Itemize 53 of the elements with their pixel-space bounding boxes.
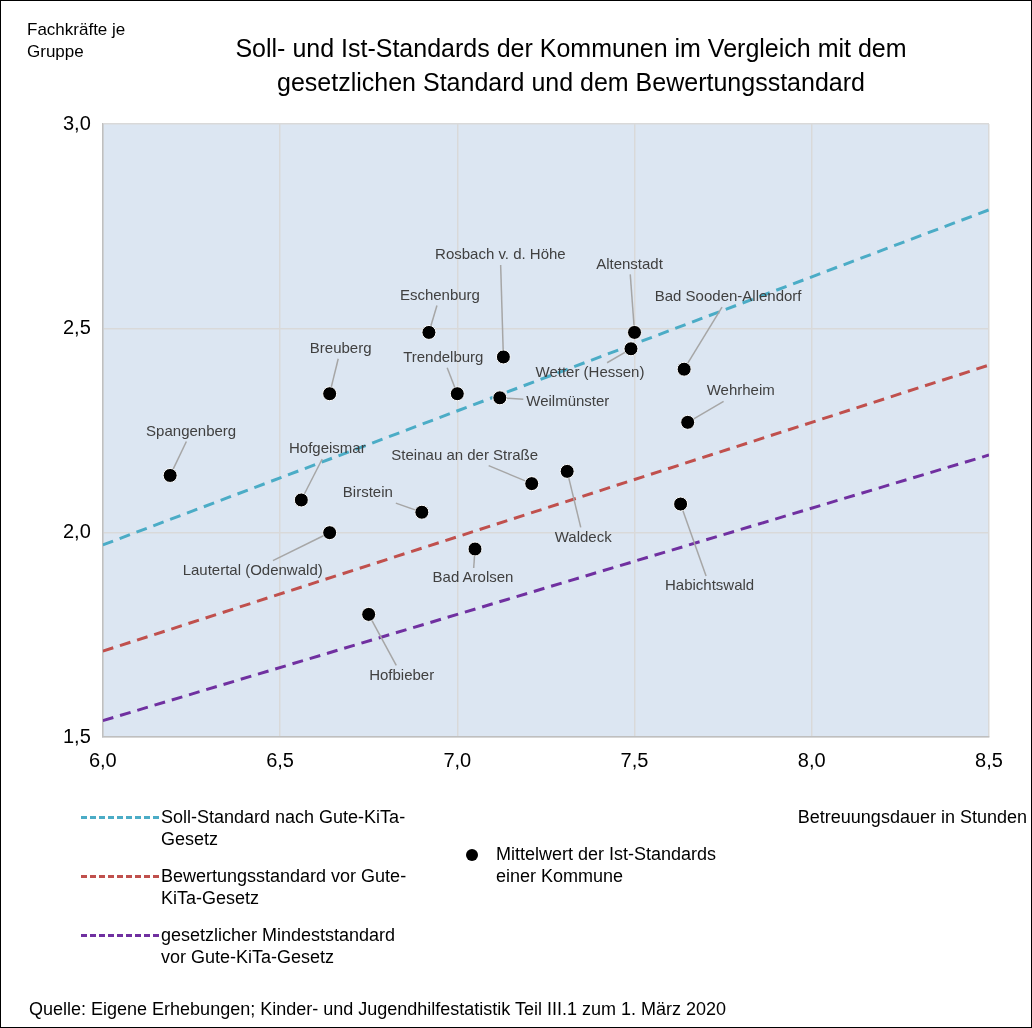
point [322, 386, 338, 402]
point [673, 496, 689, 512]
point [361, 606, 377, 622]
annotation: Lautertal (Odenwald) [182, 560, 323, 578]
x-tick-label: 7,0 [443, 748, 472, 771]
annotation: Steinau an der Straße [391, 445, 539, 463]
y-tick-label: 2,0 [62, 520, 91, 543]
x-tick-label: 8,5 [975, 748, 1003, 771]
x-tick-label: 8,0 [797, 748, 826, 771]
annotation: Bad Arolsen [432, 568, 514, 586]
annotation: Wetter (Hessen) [535, 362, 645, 380]
point [680, 414, 696, 430]
legend-label: Soll-Standard nach Gute-KiTa-Gesetz [161, 806, 407, 850]
point [495, 349, 511, 365]
point [524, 476, 540, 492]
y-tick-label: 2,5 [62, 315, 91, 338]
annotation: Weilmünster [526, 391, 610, 409]
point [559, 463, 575, 479]
point [322, 525, 338, 541]
x-axis-title: Betreuungsdauer in Stunden [797, 807, 1027, 828]
annotation: Spangenberg [146, 421, 237, 439]
annotation: Breuberg [309, 338, 372, 356]
y-tick-label: 1,5 [62, 724, 91, 747]
point [162, 467, 178, 483]
point [421, 324, 437, 340]
point [414, 504, 430, 520]
x-tick-label: 6,0 [88, 748, 117, 771]
annotation: Hofbieber [369, 665, 435, 683]
point [623, 341, 639, 357]
legend-label: Bewertungsstandard vor Gute-KiTa-Gesetz [161, 865, 408, 909]
x-tick-label: 7,5 [620, 748, 649, 771]
x-tick-label: 6,5 [266, 748, 294, 771]
legend-label: Mittelwert der Ist-Standards einer Kommune [496, 843, 718, 887]
annotation: Birstein [342, 483, 393, 501]
annotation: Hofgeismar [288, 439, 366, 457]
point [492, 390, 508, 406]
annotation: Waldeck [554, 527, 613, 545]
source-note: Quelle: Eigene Erhebungen; Kinder- und Jugendhilfestatistik Teil III.1 zum 1. März 2020 [29, 999, 727, 1020]
point [449, 386, 465, 402]
annotation: Eschenburg [399, 285, 480, 303]
annotation: Trendelburg [403, 347, 484, 365]
point [293, 492, 309, 508]
point [676, 361, 692, 377]
annotation: Wehrheim [706, 381, 775, 399]
y-axis-title: Fachkräfte je Gruppe [27, 19, 127, 63]
annotation: Altenstadt [596, 254, 664, 272]
chart-title: Soll- und Ist-Standards der Kommunen im Vergleich mit dem gesetzlichen Standard und dem Bewertungsstandard [234, 33, 908, 98]
legend-label: gesetzlicher Mindeststandard vor Gute-KiTa-Gesetz [161, 924, 397, 968]
y-tick-label: 3,0 [62, 111, 91, 134]
point [627, 324, 643, 340]
point [467, 541, 483, 557]
annotation: Rosbach v. d. Höhe [435, 245, 566, 263]
annotation: Habichtswald [664, 576, 755, 594]
